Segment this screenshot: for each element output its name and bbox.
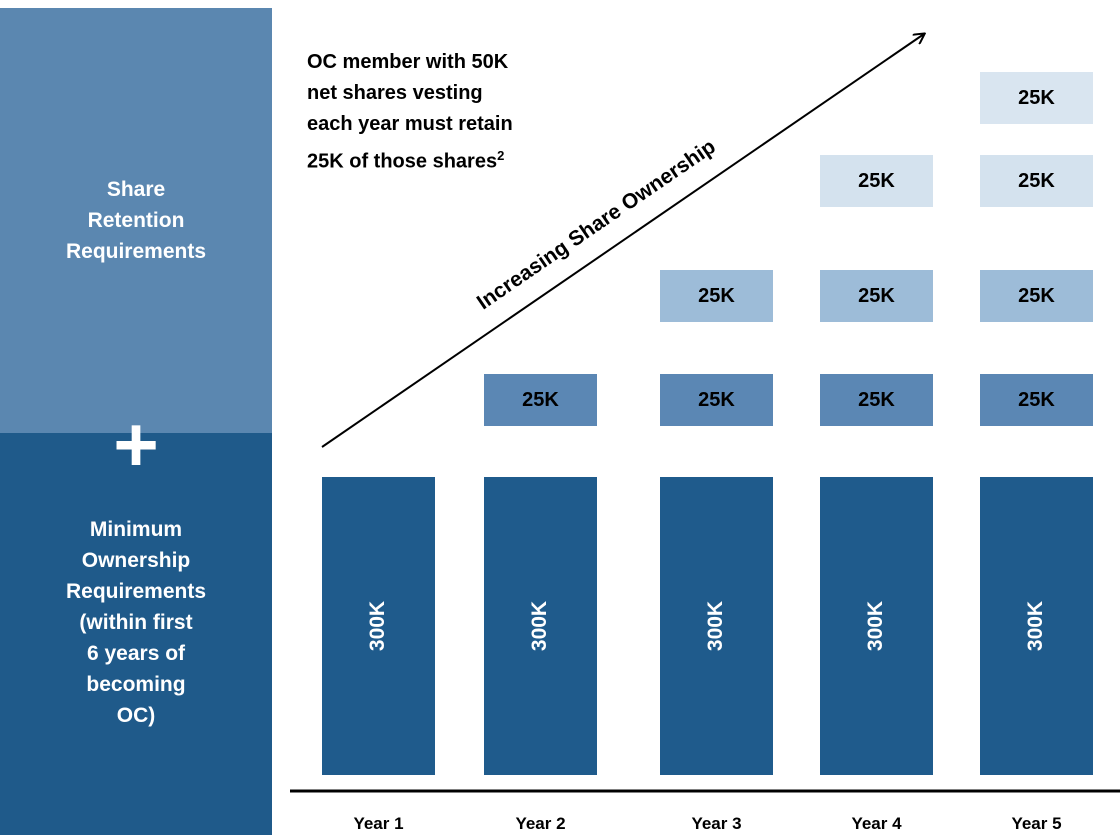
retention-block: 25K — [820, 270, 933, 322]
retention-block: 25K — [980, 72, 1093, 124]
retention-panel — [0, 8, 272, 433]
base-label: 300K — [366, 600, 390, 652]
text-line: Share — [106, 178, 166, 201]
text-line: Ownership — [81, 549, 191, 572]
retention-text: Share Retention Requirements — [0, 174, 272, 267]
minimum-panel — [0, 433, 272, 835]
retention-block: 25K — [980, 270, 1093, 322]
annotation-line: OC member with 50K — [307, 51, 509, 73]
base-block: 300K — [820, 477, 933, 775]
base-block: 300K — [322, 477, 435, 775]
retention-block: 25K — [980, 155, 1093, 207]
minimum-text: Minimum Ownership Requirements (within firs… — [0, 514, 272, 731]
year-label: Year 2 — [515, 814, 566, 833]
year-label: Year 4 — [851, 814, 902, 833]
text-line: (within first — [79, 611, 193, 634]
retention-block: 25K — [660, 270, 773, 322]
retention-block: 25K — [820, 374, 933, 426]
annotation: OC member with 50K net shares vesting each… — [307, 47, 513, 178]
base-label: 300K — [864, 600, 888, 652]
text-line: Requirements — [65, 580, 207, 603]
base-block: 300K — [660, 477, 773, 775]
text-line: Minimum — [89, 518, 183, 541]
year-label: Year 3 — [691, 814, 742, 833]
retention-block: 25K — [484, 374, 597, 426]
text-line: 6 years of — [86, 642, 186, 665]
retention-block: 25K — [980, 374, 1093, 426]
text-line: OC) — [116, 704, 156, 727]
base-label: 300K — [704, 600, 728, 652]
text-line: becoming — [86, 673, 186, 696]
base-block: 300K — [980, 477, 1093, 775]
retention-block: 25K — [820, 155, 933, 207]
text-line: Retention — [87, 209, 185, 232]
trend-arrow — [321, 34, 924, 448]
plus-sign: + — [113, 400, 159, 488]
retention-block: 25K — [660, 374, 773, 426]
base-block: 300K — [484, 477, 597, 775]
year-label: Year 5 — [1011, 814, 1062, 833]
base-label: 300K — [528, 600, 552, 652]
footnote: 2 — [497, 148, 505, 163]
base-label: 300K — [1024, 600, 1048, 652]
annotation-line: 25K of those shares2 — [307, 148, 505, 173]
annotation-line: each year must retain — [307, 113, 513, 135]
year-label: Year 1 — [353, 814, 404, 833]
annotation-line: net shares vesting — [307, 82, 483, 104]
text-line: Requirements — [65, 240, 207, 263]
